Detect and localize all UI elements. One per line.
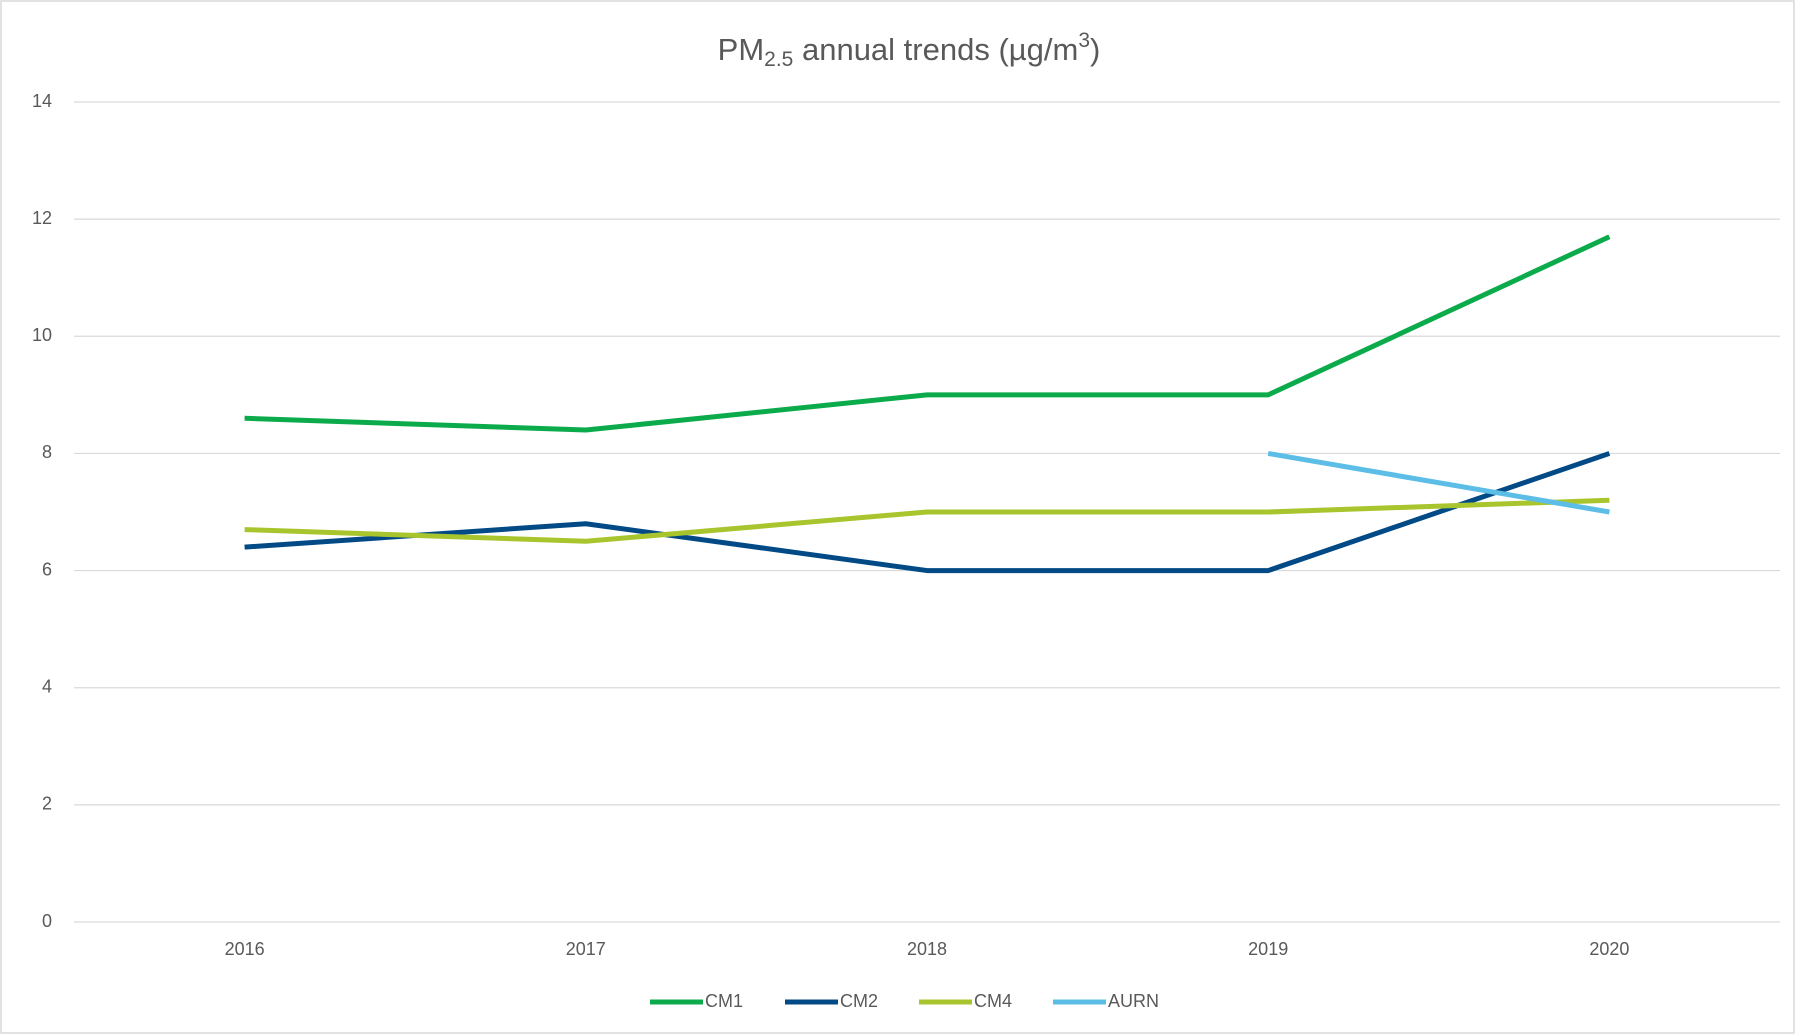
legend-label: CM1 xyxy=(705,991,743,1011)
y-tick-label: 6 xyxy=(42,559,52,579)
x-tick-label: 2020 xyxy=(1589,939,1629,959)
title-superscript: 3 xyxy=(1078,29,1090,52)
x-tick-label: 2019 xyxy=(1248,939,1288,959)
title-subscript: 2.5 xyxy=(764,48,793,71)
series-line xyxy=(244,451,1611,574)
series-line xyxy=(1267,450,1610,515)
y-tick-label: 8 xyxy=(42,442,52,462)
x-tick-label: 2016 xyxy=(225,939,265,959)
x-tick-label: 2017 xyxy=(566,939,606,959)
x-tick-label: 2018 xyxy=(907,939,947,959)
y-tick-label: 14 xyxy=(32,91,52,111)
title-part: ) xyxy=(1090,32,1100,67)
legend-label: AURN xyxy=(1108,991,1159,1011)
y-tick-label: 0 xyxy=(42,911,52,931)
y-tick-label: 10 xyxy=(32,325,52,345)
y-tick-label: 4 xyxy=(42,676,52,696)
legend-label: CM4 xyxy=(974,991,1012,1011)
y-tick-label: 2 xyxy=(42,794,52,814)
series-line xyxy=(244,234,1611,433)
title-part: PM xyxy=(718,32,765,67)
chart-title: PM2.5 annual trends (µg/m3) xyxy=(718,29,1101,71)
legend-label: CM2 xyxy=(840,991,878,1011)
series-line xyxy=(244,497,1610,544)
y-tick-label: 12 xyxy=(32,208,52,228)
title-part: annual trends (µg/m xyxy=(793,32,1078,67)
